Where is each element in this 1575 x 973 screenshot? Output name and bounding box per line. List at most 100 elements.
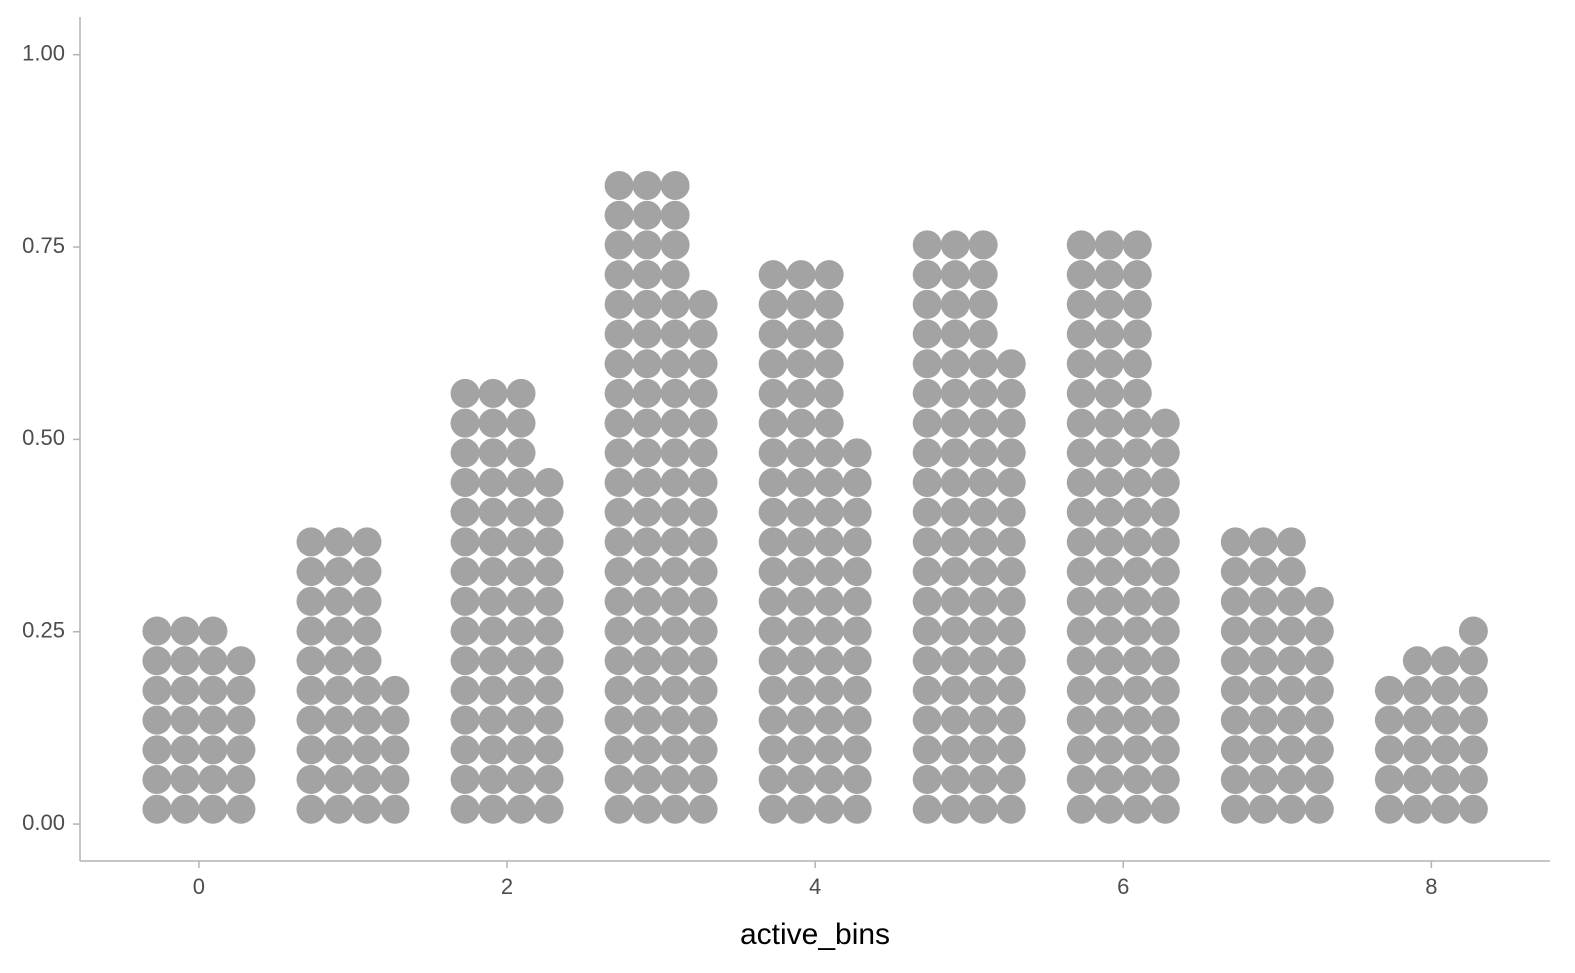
- dot: [1094, 319, 1124, 349]
- dot: [940, 675, 970, 705]
- dot: [688, 765, 718, 795]
- dot: [660, 230, 690, 260]
- dot: [1066, 705, 1096, 735]
- dot: [1066, 557, 1096, 587]
- dot: [940, 616, 970, 646]
- dot: [534, 557, 564, 587]
- dot: [758, 527, 788, 557]
- dot: [226, 765, 256, 795]
- dot: [352, 586, 382, 616]
- dot: [604, 765, 634, 795]
- dot: [1122, 586, 1152, 616]
- dot: [660, 378, 690, 408]
- dot: [996, 794, 1026, 824]
- dot: [170, 705, 200, 735]
- dot: [688, 349, 718, 379]
- dot: [142, 616, 172, 646]
- dot: [842, 497, 872, 527]
- dot: [786, 675, 816, 705]
- dot: [842, 646, 872, 676]
- dot: [1276, 735, 1306, 765]
- dot: [1220, 616, 1250, 646]
- dot: [814, 527, 844, 557]
- dot: [226, 705, 256, 735]
- dot: [912, 438, 942, 468]
- dot: [968, 616, 998, 646]
- dot: [506, 468, 536, 498]
- dot: [1122, 378, 1152, 408]
- dot: [996, 527, 1026, 557]
- dot: [604, 735, 634, 765]
- dot: [1220, 794, 1250, 824]
- dot: [1248, 586, 1278, 616]
- dot: [688, 586, 718, 616]
- dot: [786, 646, 816, 676]
- dot: [632, 349, 662, 379]
- dot: [786, 408, 816, 438]
- dot: [1304, 794, 1334, 824]
- dot: [450, 794, 480, 824]
- dot: [142, 765, 172, 795]
- dot: [688, 557, 718, 587]
- dot: [632, 438, 662, 468]
- dot: [352, 557, 382, 587]
- dot: [660, 171, 690, 201]
- dot: [1402, 765, 1432, 795]
- dot: [996, 557, 1026, 587]
- dot: [604, 557, 634, 587]
- dot: [506, 497, 536, 527]
- dot: [142, 675, 172, 705]
- dot: [1276, 616, 1306, 646]
- dot: [1374, 675, 1404, 705]
- dot: [1276, 675, 1306, 705]
- dot: [324, 557, 354, 587]
- dot: [940, 705, 970, 735]
- y-tick-label: 0.00: [22, 810, 65, 835]
- dot: [758, 319, 788, 349]
- dot: [1402, 705, 1432, 735]
- dot: [534, 527, 564, 557]
- dot: [632, 289, 662, 319]
- dot: [940, 735, 970, 765]
- dot: [688, 735, 718, 765]
- dot: [198, 705, 228, 735]
- dot: [604, 349, 634, 379]
- dot: [814, 289, 844, 319]
- dot: [786, 497, 816, 527]
- dot: [814, 616, 844, 646]
- dot: [940, 468, 970, 498]
- dot: [478, 765, 508, 795]
- dot: [912, 705, 942, 735]
- dot: [632, 557, 662, 587]
- dot: [632, 378, 662, 408]
- dot: [380, 735, 410, 765]
- dot: [604, 468, 634, 498]
- dot: [1430, 705, 1460, 735]
- dot: [996, 408, 1026, 438]
- dot: [912, 468, 942, 498]
- dot: [324, 705, 354, 735]
- dot: [1066, 794, 1096, 824]
- dot: [814, 319, 844, 349]
- dot: [632, 260, 662, 290]
- dot: [1430, 675, 1460, 705]
- dot: [968, 438, 998, 468]
- dot: [968, 765, 998, 795]
- dot: [352, 735, 382, 765]
- dot: [506, 794, 536, 824]
- dot: [940, 289, 970, 319]
- dot: [604, 586, 634, 616]
- dot: [1248, 646, 1278, 676]
- dot: [506, 765, 536, 795]
- dot: [1094, 497, 1124, 527]
- dot: [660, 735, 690, 765]
- dot: [478, 735, 508, 765]
- dot: [198, 675, 228, 705]
- dot: [324, 646, 354, 676]
- dot: [996, 646, 1026, 676]
- dot: [842, 557, 872, 587]
- dot: [758, 646, 788, 676]
- dot: [842, 675, 872, 705]
- dot: [912, 497, 942, 527]
- dot: [968, 646, 998, 676]
